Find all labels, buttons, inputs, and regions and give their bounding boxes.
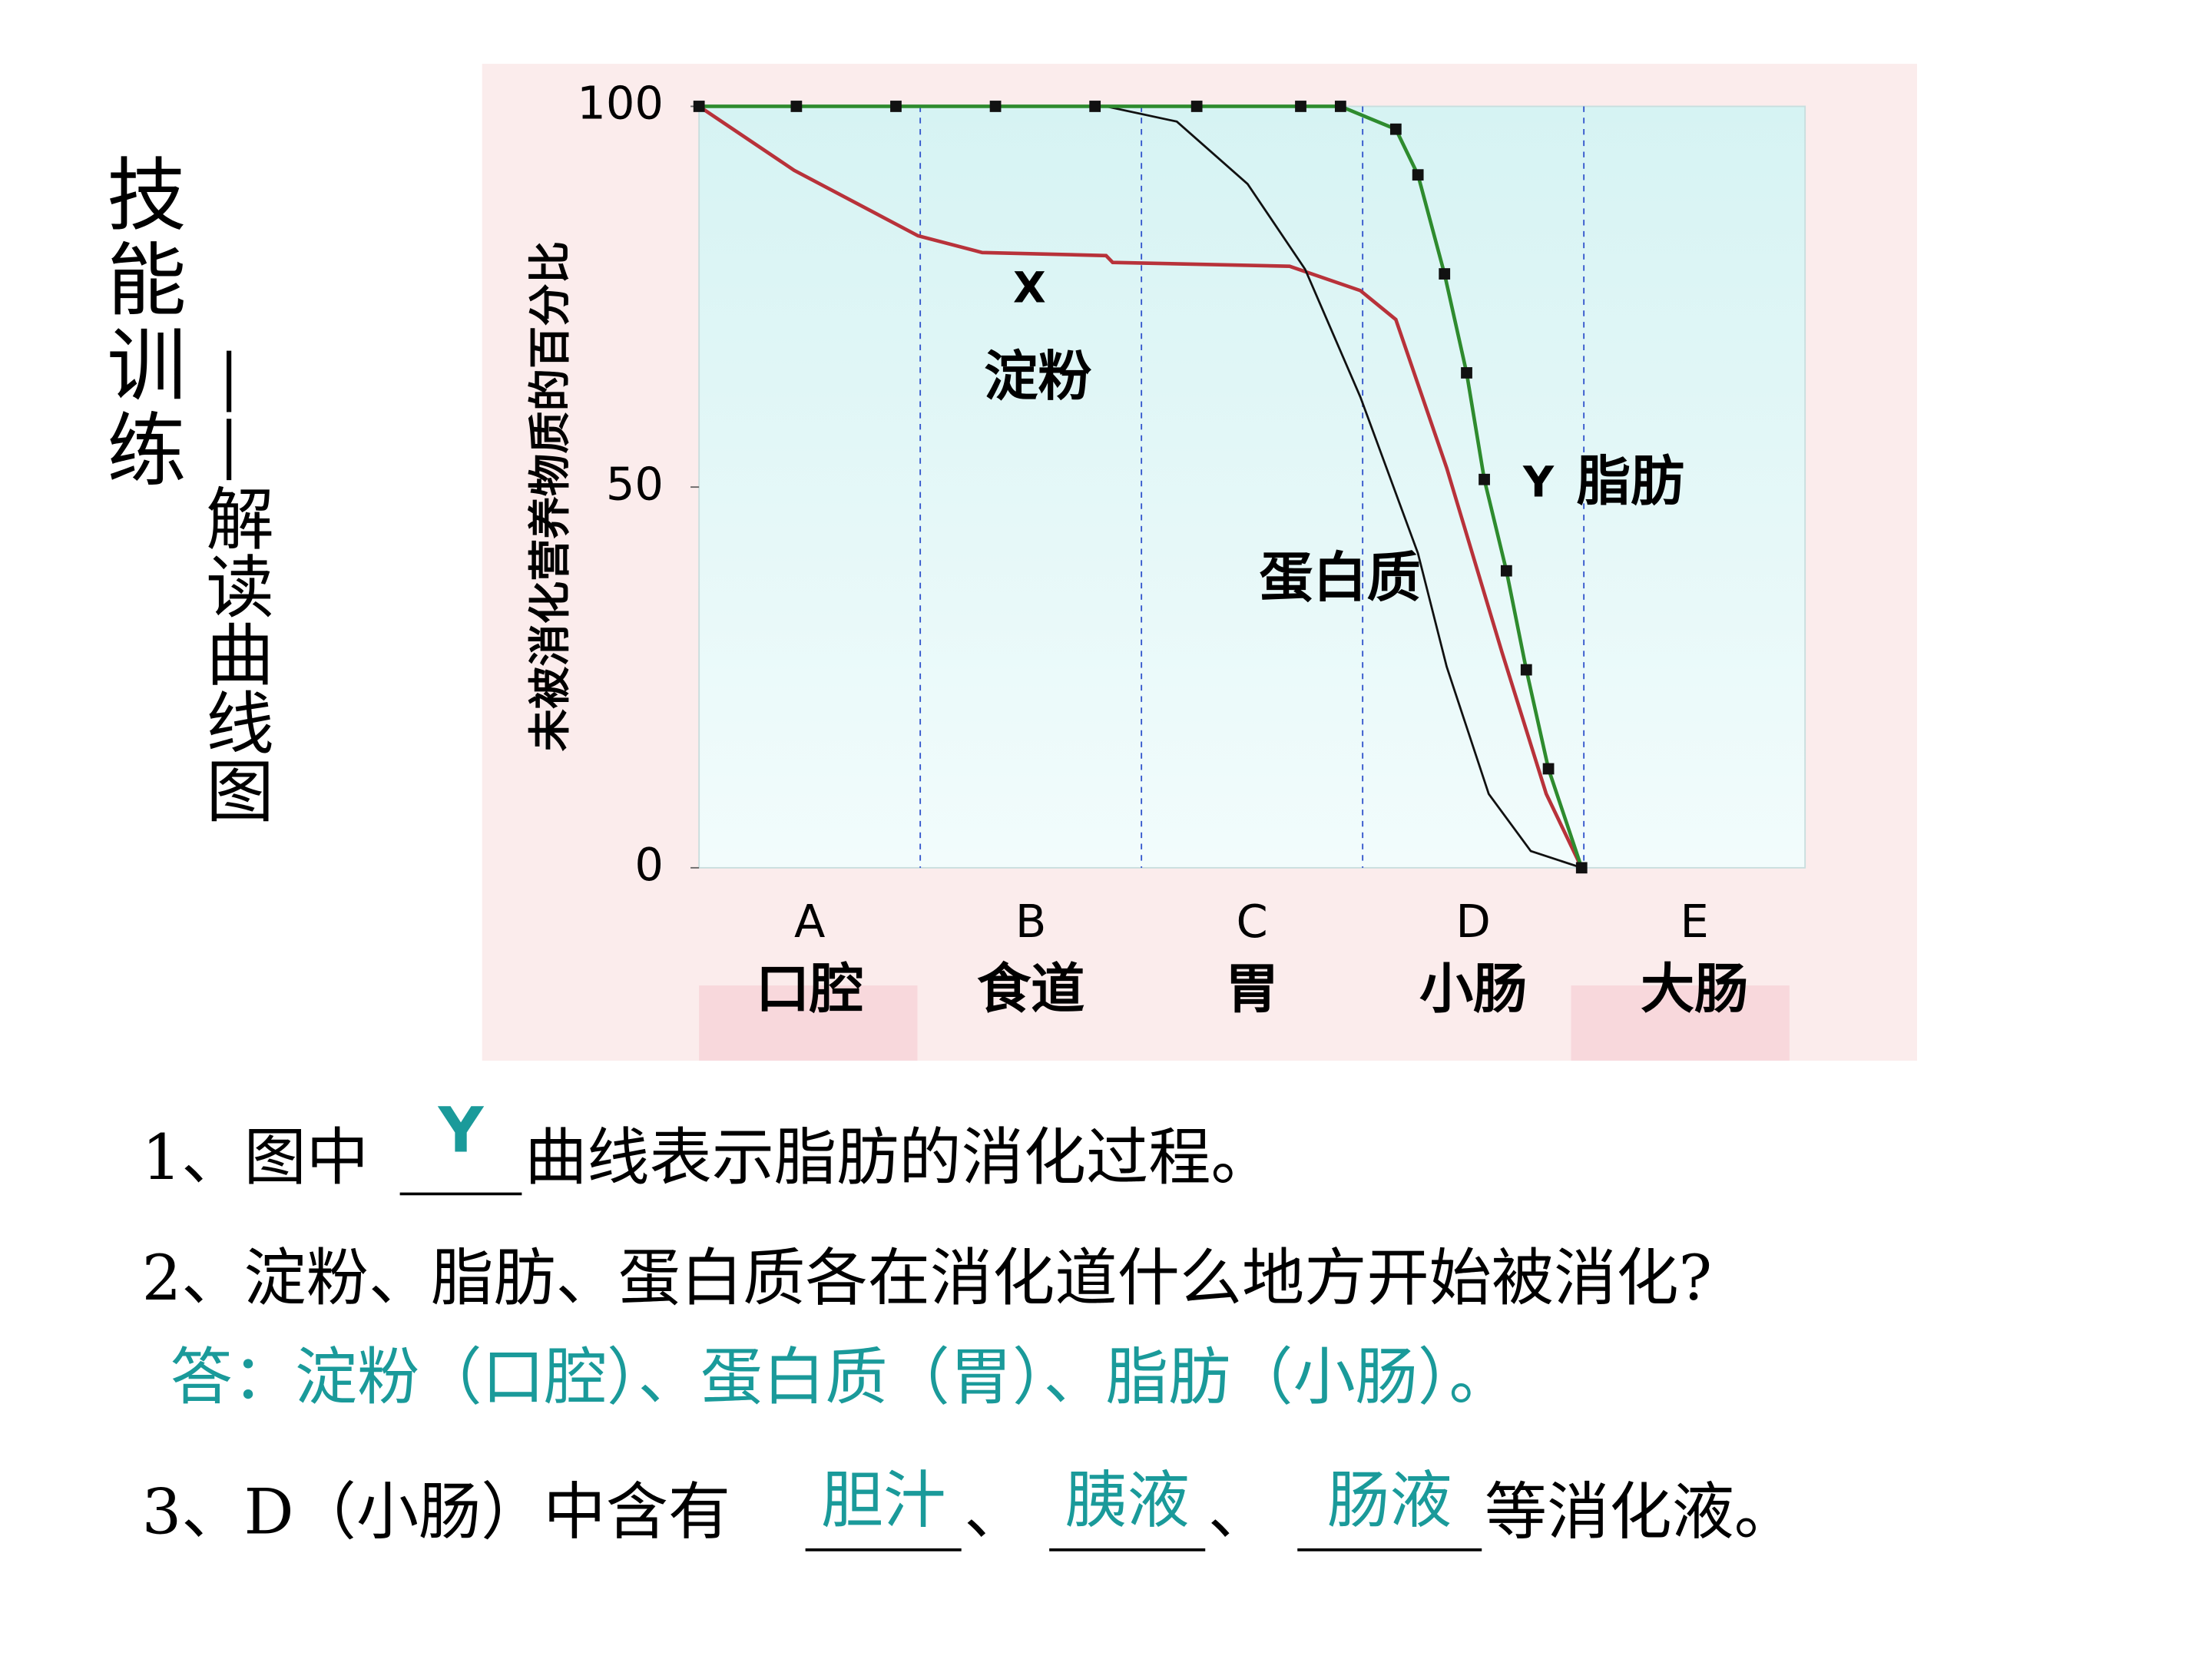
point-marker <box>1190 101 1203 112</box>
point-marker <box>790 101 803 112</box>
point-marker <box>989 101 1002 112</box>
point-marker <box>1089 101 1101 112</box>
answer-text: 肠液 <box>1327 1465 1452 1538</box>
answer-text: 胰液 <box>1065 1465 1189 1538</box>
x-tick-label: C <box>1237 895 1268 948</box>
point-marker <box>1575 862 1588 874</box>
region-label: 大肠 <box>1641 957 1748 1020</box>
question-text: 1、图中 <box>142 1122 369 1194</box>
x-tick-label: B <box>1015 895 1047 948</box>
region-highlight <box>699 985 918 1061</box>
plot-area <box>698 105 1806 869</box>
point-marker <box>1412 169 1424 181</box>
point-marker <box>1542 763 1555 775</box>
point-marker <box>1295 101 1306 112</box>
question-text: 等消化液。 <box>1485 1476 1796 1548</box>
slide-subtitle: ——解读曲线图 <box>194 347 273 823</box>
series-letter: X <box>1013 264 1046 313</box>
point-marker <box>1500 565 1512 577</box>
region-label: 口腔 <box>756 957 863 1020</box>
y-tick-label: 100 <box>577 77 664 130</box>
point-marker <box>1520 664 1532 676</box>
point-marker <box>1461 367 1472 379</box>
x-tick-label: A <box>794 895 825 948</box>
question-text: 、 <box>1208 1476 1270 1548</box>
y-tick-label: 0 <box>634 838 664 891</box>
question-text: 2、淀粉、脂肪、蛋白质各在消化道什么地方开始被消化? <box>142 1243 1712 1315</box>
y-axis-label: 未被消化营养物质的百分比 <box>526 241 575 752</box>
region-highlight <box>1571 985 1790 1061</box>
questions: 1、图中 Y 曲线表示脂肪的消化过程。 2、淀粉、脂肪、蛋白质各在消化道什么地方开始被… <box>142 1094 1796 1551</box>
series-line <box>697 104 1584 869</box>
point-marker <box>890 101 902 112</box>
answer-text: Y <box>438 1094 485 1167</box>
series-line <box>699 105 1582 869</box>
question-text: 曲线表示脂肪的消化过程。 <box>525 1122 1273 1194</box>
series-name: 脂肪 <box>1577 449 1684 512</box>
answer-text: 胆汁 <box>821 1465 945 1538</box>
question-text: 、 <box>964 1476 1026 1548</box>
point-marker <box>1439 268 1451 280</box>
point-marker <box>1389 123 1402 135</box>
x-tick-label: D <box>1455 895 1490 948</box>
x-tick-label: E <box>1680 895 1708 948</box>
point-marker <box>1479 473 1490 485</box>
series-name: 淀粉 <box>984 345 1091 408</box>
region-label: 食道 <box>977 957 1084 1020</box>
question-text: 3、D（小肠）中含有 <box>142 1476 731 1548</box>
region-label: 胃 <box>1225 957 1279 1020</box>
answer-text: 答：淀粉（口腔）、蛋白质（胃）、脂肪（小肠）。 <box>171 1342 1512 1414</box>
y-tick-label: 50 <box>606 457 664 510</box>
point-marker <box>1334 101 1346 112</box>
point-marker <box>693 101 705 112</box>
region-label: 小肠 <box>1419 957 1527 1020</box>
series-name: 蛋白质 <box>1259 546 1420 609</box>
slide-title: 技能训练 <box>93 153 185 493</box>
series-letter: Y <box>1522 459 1555 508</box>
